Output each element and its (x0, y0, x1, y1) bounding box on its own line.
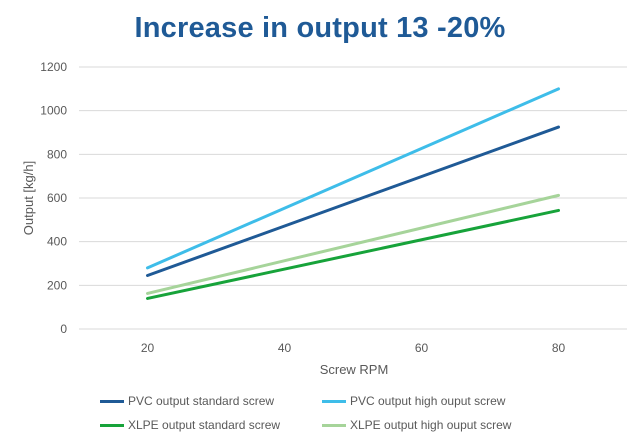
x-tick-label: 80 (552, 341, 566, 355)
legend-swatch (100, 399, 124, 403)
legend-item-pvc-standard: PVC output standard screw (100, 394, 274, 408)
chart-title: Increase in output 13 -20% (134, 12, 506, 44)
y-tick-label: 800 (47, 147, 67, 161)
legend-swatch (322, 399, 346, 403)
legend-item-xlpe-standard: XLPE output standard screw (100, 418, 280, 432)
legend-label: PVC output standard screw (128, 394, 275, 408)
legend-swatch (100, 423, 124, 427)
legend-label: XLPE output high ouput screw (350, 418, 512, 432)
x-tick-label: 60 (415, 341, 429, 355)
legend-item-pvc-high: PVC output high ouput screw (322, 394, 505, 408)
series-line-2 (146, 208, 560, 300)
legend-swatch (322, 423, 346, 427)
x-tick-label: 40 (278, 341, 292, 355)
y-tick-label: 0 (60, 322, 67, 336)
legend-item-xlpe-high: XLPE output high ouput screw (322, 418, 511, 432)
y-axis-title: Output [kg/h] (21, 161, 36, 235)
y-tick-label: 600 (47, 191, 67, 205)
legend-label: PVC output high ouput screw (350, 394, 506, 408)
y-tick-label: 1000 (40, 104, 67, 118)
y-tick-label: 200 (47, 278, 67, 292)
series-line-3 (146, 193, 560, 295)
y-tick-label: 1200 (40, 60, 67, 74)
y-tick-label: 400 (47, 235, 67, 249)
x-axis-title: Screw RPM (320, 362, 389, 377)
series-line-0 (146, 125, 560, 278)
series-line-1 (146, 87, 560, 270)
x-tick-label: 20 (141, 341, 155, 355)
legend-label: XLPE output standard screw (128, 418, 281, 432)
